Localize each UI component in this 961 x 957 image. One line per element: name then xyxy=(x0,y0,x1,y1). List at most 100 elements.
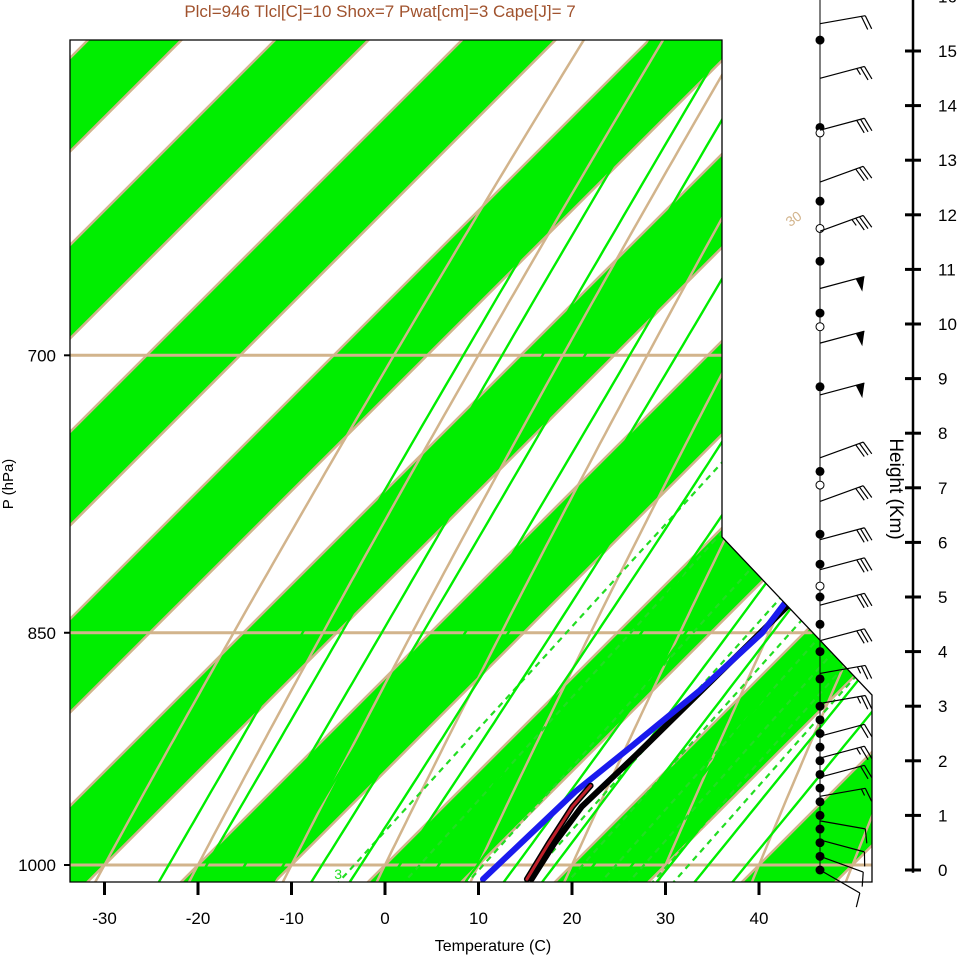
wind-barb xyxy=(819,441,873,459)
height-marker-filled xyxy=(815,529,825,539)
wind-barb-feather xyxy=(858,216,869,229)
wind-barb xyxy=(819,839,866,867)
wind-barb-staff xyxy=(819,592,865,606)
chart-title: Plcl=946 Tlcl[C]=10 Shox=7 Pwat[cm]=3 Ca… xyxy=(184,2,575,21)
wind-barb-staff xyxy=(819,764,865,778)
wind-barb-feather xyxy=(860,725,869,739)
wind-barb-half-feather xyxy=(851,219,857,226)
height-marker-filled xyxy=(815,256,825,266)
moist-adiabat xyxy=(576,40,872,882)
wind-barb xyxy=(819,664,873,680)
height-marker-filled xyxy=(815,382,825,392)
wind-barb xyxy=(819,214,873,232)
wind-barb-feather xyxy=(856,630,865,644)
isotherm-line xyxy=(70,40,872,882)
wind-barb-staff xyxy=(819,869,861,894)
dry-adiabat xyxy=(70,40,872,882)
wind-barb xyxy=(819,723,873,739)
wind-barb-feather xyxy=(858,167,869,180)
wind-barb-feather xyxy=(863,66,873,80)
wind-barb-feather xyxy=(858,443,869,456)
height-marker-filled xyxy=(815,196,825,206)
moist-adiabat xyxy=(426,40,872,882)
moist-adiabat xyxy=(538,40,872,882)
wind-barb-flag xyxy=(855,331,865,347)
height-marker-filled xyxy=(815,559,825,569)
wind-barb-staff xyxy=(819,839,865,853)
wind-barb-feather xyxy=(856,595,865,609)
wind-barb-feather xyxy=(860,118,869,133)
moist-adiabat xyxy=(239,40,872,882)
height-tick-label: 7 xyxy=(938,479,947,498)
dry-adiabat xyxy=(438,40,872,882)
wind-barb xyxy=(819,787,873,802)
wind-barb-feather xyxy=(860,16,869,30)
wind-barb-feather xyxy=(860,558,869,572)
wind-barb-half-feather xyxy=(860,788,866,796)
height-marker-filled xyxy=(815,619,825,629)
wind-barb-staff xyxy=(819,65,865,79)
mixing-ratio-line xyxy=(419,40,872,882)
height-marker-filled xyxy=(815,308,825,318)
wind-barb-feather xyxy=(863,745,873,759)
height-tick-label: 10 xyxy=(938,315,957,334)
height-marker-filled xyxy=(815,824,825,834)
height-marker-filled xyxy=(815,729,825,738)
wind-barb-staff xyxy=(819,165,864,183)
wind-barb-feather xyxy=(855,444,865,457)
wind-barb-flag xyxy=(855,383,865,399)
x-tick-label: 30 xyxy=(656,909,675,928)
wind-barb xyxy=(819,527,873,543)
x-axis-title: Temperature (C) xyxy=(435,938,551,955)
wind-barb-feather xyxy=(862,215,873,228)
wind-barb xyxy=(819,628,873,644)
height-marker-open xyxy=(815,581,825,591)
mixing-ratio-label: 3 xyxy=(334,866,342,882)
height-marker-filled xyxy=(815,742,825,752)
height-tick-label: 12 xyxy=(938,206,957,225)
height-tick-label: 15 xyxy=(938,42,957,61)
x-tick-label: 40 xyxy=(750,909,769,928)
wind-barb-feather xyxy=(860,695,869,710)
wind-barb xyxy=(819,764,873,780)
x-tick-label: 20 xyxy=(563,909,582,928)
wind-barb xyxy=(819,15,873,30)
y-tick-label: 700 xyxy=(28,346,56,365)
wind-barb-feather xyxy=(855,488,865,501)
y-tick-label: 1000 xyxy=(18,856,56,875)
height-tick-label: 9 xyxy=(938,370,947,389)
pressure-axis: 1001502002503004005007008501000 xyxy=(18,346,70,875)
wind-barb-feather xyxy=(860,629,869,643)
height-tick-label: 6 xyxy=(938,533,947,552)
wind-barb-feather xyxy=(863,592,873,607)
wind-barb-feather xyxy=(855,217,865,231)
wind-barb-staff xyxy=(819,276,865,290)
dry-adiabat xyxy=(153,40,872,882)
wind-barb-feather xyxy=(863,527,873,541)
wind-barb-feather xyxy=(860,665,869,680)
height-marker-open xyxy=(815,480,825,490)
height-axis: 012345678910111213141516 xyxy=(905,0,957,880)
moist-adiabat xyxy=(463,40,872,882)
wind-barb xyxy=(819,592,873,609)
height-marker-filled xyxy=(815,769,825,779)
wind-barb-feather xyxy=(860,594,869,608)
height-marker-filled xyxy=(815,783,825,793)
height-marker-filled xyxy=(815,838,825,848)
mixing-ratio-line xyxy=(477,40,872,882)
height-marker-filled xyxy=(815,466,825,476)
wind-barb-feather xyxy=(861,872,864,887)
height-tick-label: 13 xyxy=(938,151,957,170)
wind-barb-staff xyxy=(819,330,865,344)
wind-barb-feather xyxy=(858,486,869,500)
height-marker-open xyxy=(815,128,825,138)
wind-barb-feather xyxy=(864,695,873,709)
wind-barb-staff xyxy=(819,214,864,232)
dewpoint-profile xyxy=(480,40,872,882)
